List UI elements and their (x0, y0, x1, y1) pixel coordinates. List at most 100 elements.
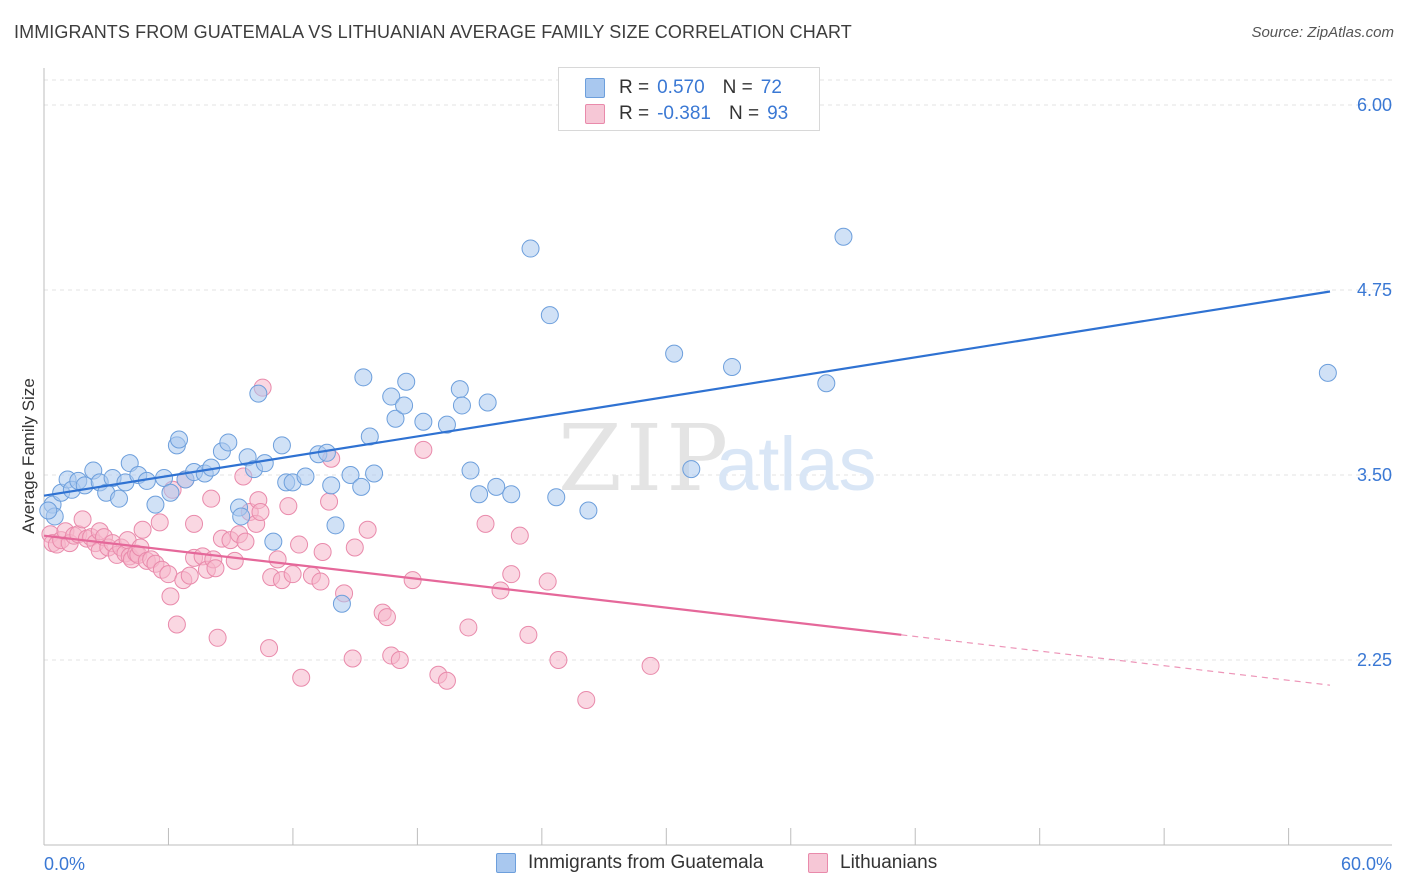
lithuanians-point (519, 625, 538, 644)
guatemala-point (723, 357, 742, 376)
lithuanians-point (251, 503, 270, 521)
tick-labels: 2.25 3.50 4.75 6.00 0.0% 60.0% (44, 95, 1392, 874)
y-tick-label: 4.75 (1357, 280, 1392, 300)
legend-n-label: N = (722, 77, 753, 98)
lithuanians-points (41, 378, 660, 709)
trend-lines (43, 290, 1331, 686)
lithuanians-trend-line (43, 534, 902, 636)
guatemala-point (264, 532, 283, 551)
lithuanians-point (641, 656, 660, 675)
lithuanians-point (549, 651, 568, 669)
y-tick-label: 2.25 (1357, 650, 1392, 670)
lithuanians-point (283, 565, 302, 584)
axes (43, 68, 1392, 846)
lithuanians-point (167, 615, 186, 634)
guatemala-point (579, 501, 598, 520)
guatemala-point (437, 415, 456, 434)
guatemala-point (382, 387, 401, 406)
legend-n-label: N = (728, 103, 760, 124)
lithuanians-point (313, 542, 332, 561)
lithuanians-point (343, 649, 362, 668)
lithuanians-point (311, 572, 330, 591)
legend-r-value: 0.570 (657, 77, 705, 98)
watermark-zip: ZIP (558, 405, 732, 512)
guatemala-point (521, 239, 540, 258)
y-axis-label: Average Family Size (19, 378, 38, 534)
lithuanians-point (161, 587, 180, 606)
lithuanians-point (159, 565, 178, 584)
guatemala-point (272, 436, 291, 455)
guatemala-point (341, 466, 360, 484)
guatemala-point (354, 368, 373, 387)
lithuanians-point (414, 440, 433, 459)
guatemala-point (452, 396, 471, 415)
guatemala-point (255, 454, 274, 473)
guatemala-point (146, 495, 165, 514)
lithuanians-point (225, 551, 244, 570)
guatemala-trend-line (43, 290, 1331, 497)
series-legend-guatemala: Immigrants from Guatemala (496, 852, 763, 874)
legend-swatch-blue (585, 78, 605, 98)
guatemala-point (232, 507, 251, 526)
chart-title: IMMIGRANTS FROM GUATEMALA VS LITHUANIAN … (14, 22, 852, 42)
lithuanians-point (260, 639, 279, 658)
lithuanians-point (279, 497, 298, 516)
y-tick-label: 3.50 (1357, 465, 1392, 485)
lithuanians-point (377, 608, 396, 627)
guatemala-point (547, 488, 566, 507)
lithuanians-point (206, 559, 225, 578)
guatemala-point (332, 594, 351, 613)
lithuanians-point (180, 566, 199, 585)
source-label: Source: ZipAtlas.com (1251, 24, 1394, 41)
guatemala-point (478, 393, 497, 412)
guatemala-point (161, 483, 180, 502)
x-tick-label: 60.0% (1341, 854, 1392, 874)
guatemala-point (249, 384, 268, 403)
guatemala-point (395, 396, 414, 415)
guatemala-point (386, 409, 405, 428)
lithuanians-point (390, 651, 409, 669)
lithuanians-point (476, 514, 495, 533)
guatemala-point (322, 476, 341, 495)
lithuanians-point (208, 628, 227, 647)
guatemala-point (326, 516, 345, 535)
legend-label-lithuanians: Lithuanians (840, 852, 938, 873)
lithuanians-point (320, 492, 339, 511)
guatemala-point (487, 477, 506, 496)
lithuanians-point (290, 535, 309, 554)
stats-legend: R = 0.570 N = 72 R = -0.381 N = 93 (558, 67, 820, 131)
lithuanians-point (577, 690, 596, 709)
guatemala-point (450, 380, 469, 399)
guatemala-point (470, 485, 489, 504)
lithuanians-point (502, 565, 521, 584)
guatemala-point (1318, 363, 1337, 382)
legend-label-guatemala: Immigrants from Guatemala (528, 852, 764, 873)
guatemala-point (502, 485, 521, 504)
lithuanians-point (437, 671, 456, 690)
lithuanians-point (268, 550, 287, 569)
guatemala-point (817, 374, 836, 393)
guatemala-point (834, 227, 853, 246)
lithuanians-point (345, 538, 364, 557)
x-tick-label: 0.0% (44, 854, 85, 874)
legend-n-value: 72 (760, 77, 782, 98)
lithuanians-point (202, 489, 221, 508)
legend-r-label: R = (619, 77, 650, 98)
guatemala-points (39, 227, 1337, 613)
guatemala-point (682, 460, 701, 479)
lithuanians-trend-extension (901, 634, 1331, 686)
legend-n-value: 93 (767, 103, 789, 124)
guatemala-point (365, 464, 384, 483)
lithuanians-point (185, 514, 204, 533)
legend-row-lithuanians: R = -0.381 N = 93 (585, 102, 788, 126)
lithuanians-point (491, 581, 510, 600)
legend-swatch-pink (585, 104, 605, 124)
lithuanians-point (538, 572, 557, 591)
lithuanians-point (150, 513, 169, 532)
lithuanians-point (358, 520, 377, 539)
guatemala-point (352, 477, 371, 496)
gridlines (44, 79, 1392, 661)
lithuanians-point (133, 520, 152, 539)
series-legend-lithuanians: Lithuanians (808, 852, 937, 874)
